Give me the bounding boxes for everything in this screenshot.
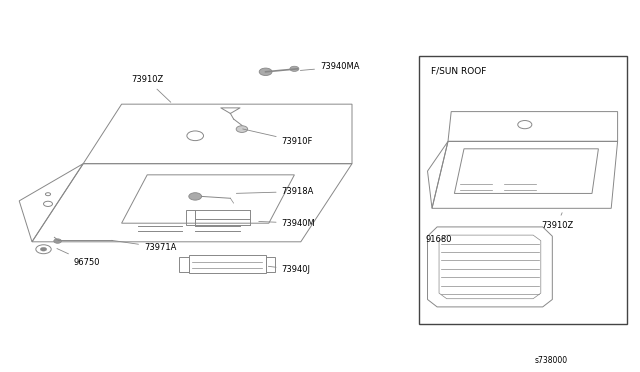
Text: 73971A: 73971A (111, 240, 177, 252)
Circle shape (40, 247, 47, 251)
Circle shape (54, 239, 61, 243)
Text: 91680: 91680 (426, 235, 452, 244)
Text: 73918A: 73918A (236, 187, 314, 196)
Bar (179, 257, 189, 272)
Circle shape (189, 193, 202, 200)
Circle shape (236, 126, 248, 132)
Text: 73940J: 73940J (268, 265, 310, 274)
Text: 73910F: 73910F (243, 129, 313, 146)
Bar (189, 255, 266, 273)
Text: 73910Z: 73910Z (131, 76, 171, 102)
Text: 96750: 96750 (57, 248, 100, 267)
Circle shape (259, 68, 272, 76)
Text: 73940MA: 73940MA (300, 62, 360, 71)
Text: 73940M: 73940M (259, 219, 316, 228)
Bar (186, 210, 195, 225)
Circle shape (290, 66, 299, 71)
Bar (266, 257, 275, 272)
Bar (419, 56, 627, 324)
Text: 73910Z: 73910Z (541, 213, 573, 230)
Text: F/SUN ROOF: F/SUN ROOF (431, 67, 486, 76)
Text: s738000: s738000 (534, 356, 568, 365)
